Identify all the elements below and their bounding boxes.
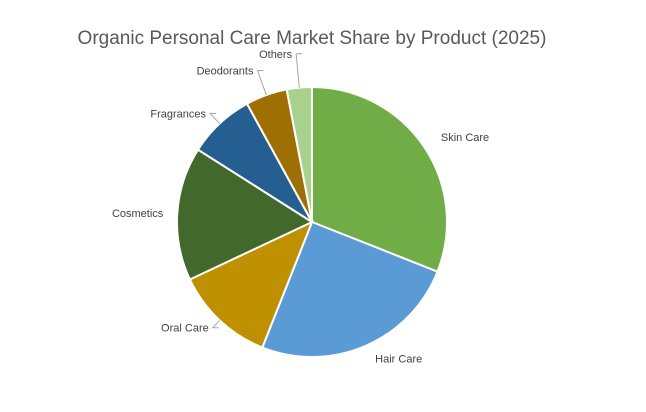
slice-label: Oral Care: [161, 323, 209, 335]
slice-label: Fragrances: [150, 108, 206, 120]
pie-slice-others: [285, 85, 313, 223]
pie-slice-hair-care: [261, 220, 439, 358]
slice-label: Skin Care: [441, 132, 489, 144]
pie-slice-skin-care: [311, 85, 448, 273]
leader-line: [295, 53, 303, 88]
slice-label: Hair Care: [375, 354, 422, 366]
leader-lines: [208, 53, 303, 329]
pie-slice-oral-care: [188, 220, 314, 349]
leader-line: [256, 70, 267, 96]
pie-slices: [176, 85, 448, 358]
slice-label: Cosmetics: [112, 208, 164, 220]
slice-label: Deodorants: [197, 66, 254, 78]
leader-line: [211, 320, 220, 329]
slice-labels: Skin Care Hair Care Oral Care Cosmetics Frag…: [112, 49, 489, 366]
leader-line: [208, 112, 220, 124]
pie-slice-cosmetics: [176, 148, 315, 281]
slice-label: Others: [259, 49, 293, 61]
chart-title: Organic Personal Care Market Share by Pr…: [78, 28, 547, 49]
